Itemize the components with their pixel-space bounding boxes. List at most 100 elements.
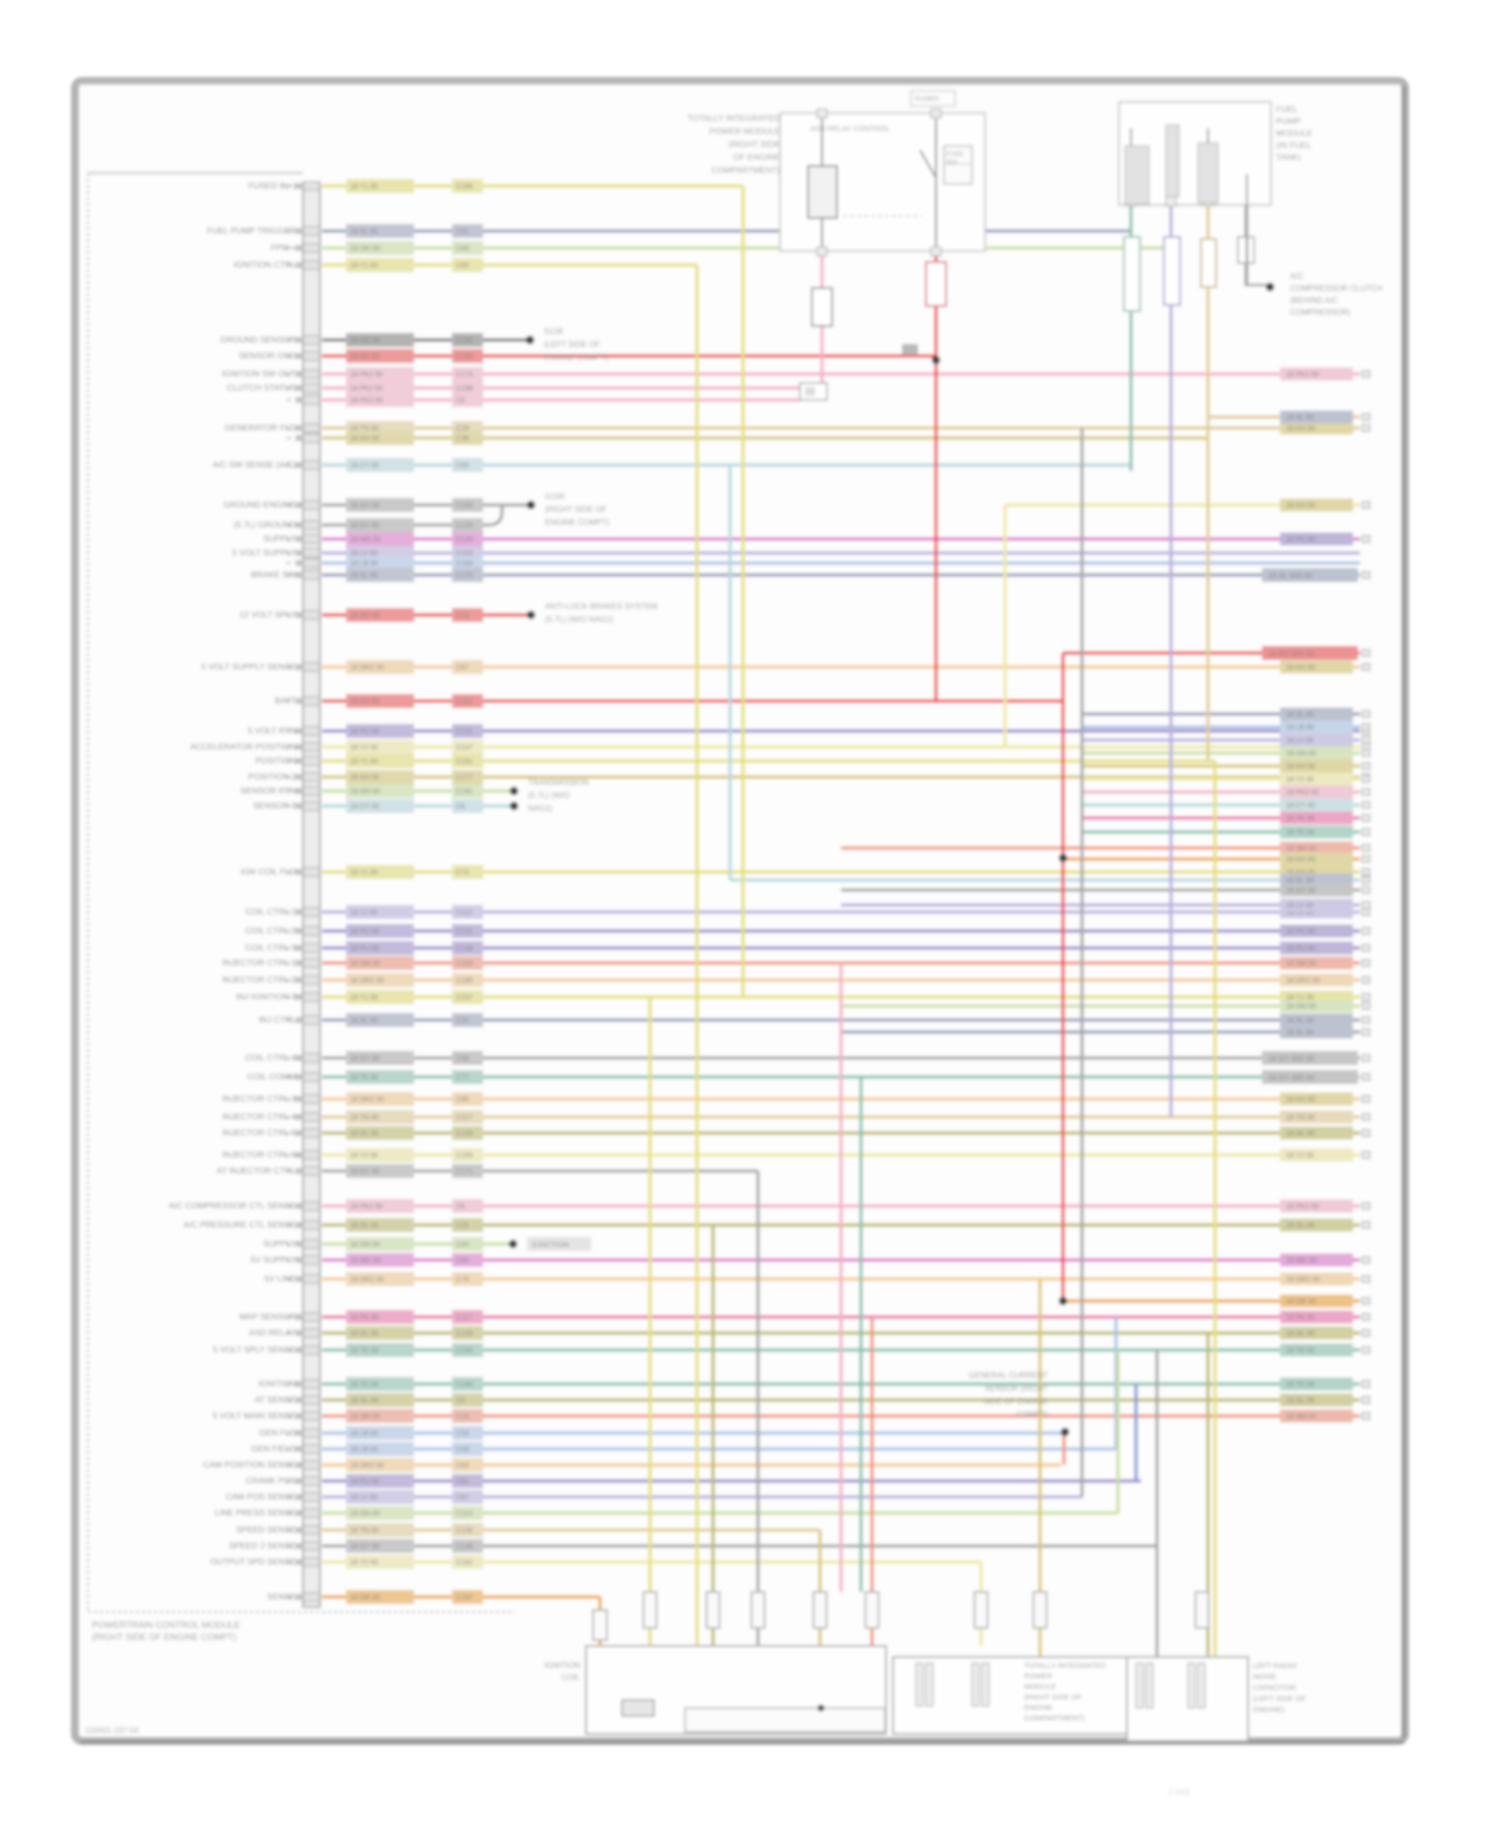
svg-text:18 GY 00: 18 GY 00: [350, 503, 380, 510]
svg-text:COIL CTRL 3: COIL CTRL 3: [245, 943, 296, 953]
svg-text:(LEFT SIDE OF: (LEFT SIDE OF: [1253, 1694, 1306, 1703]
svg-text:18 Y1 00: 18 Y1 00: [350, 263, 378, 270]
svg-text:BATT: BATT: [275, 696, 296, 706]
svg-text:JUNCTION: JUNCTION: [531, 1240, 569, 1249]
svg-text:18 SL 00: 18 SL 00: [350, 1018, 378, 1025]
svg-text:18 OL 00: 18 OL 00: [350, 1223, 379, 1230]
svg-text:18 Y1 00: 18 Y1 00: [350, 184, 378, 191]
svg-text:INJECTOR CTRL 1: INJECTOR CTRL 1: [222, 958, 296, 968]
svg-text:C101: C101: [456, 699, 473, 706]
svg-text:18 GN 00: 18 GN 00: [350, 1242, 380, 1249]
svg-text:18 PK 00: 18 PK 00: [1286, 1315, 1315, 1322]
svg-text:IGN COIL FLD: IGN COIL FLD: [241, 867, 296, 877]
svg-text:18 GN 00: 18 GN 00: [350, 1511, 380, 1518]
svg-text:18 PK 00: 18 PK 00: [1286, 816, 1315, 823]
svg-text:18 OL 00: 18 OL 00: [1286, 1131, 1315, 1138]
svg-text:18 TE 00: 18 TE 00: [350, 1382, 378, 1389]
svg-text:C150: C150: [456, 1348, 473, 1355]
svg-text:GROUND ENGINE: GROUND ENGINE: [223, 500, 296, 510]
svg-text:18 RD 00: 18 RD 00: [350, 613, 380, 620]
svg-text:INJECTOR CTRL 6: INJECTOR CTRL 6: [222, 1150, 296, 1160]
svg-text:18 SL 00: 18 SL 00: [1286, 415, 1314, 422]
svg-text:C131: C131: [456, 729, 473, 736]
svg-text:18 OL 00: 18 OL 00: [1286, 1398, 1315, 1405]
svg-text:(RIGHT SIDE OF: (RIGHT SIDE OF: [545, 505, 607, 514]
svg-text:18 OR2 00: 18 OR2 00: [350, 978, 384, 985]
svg-text:C33: C33: [456, 1431, 469, 1438]
svg-text:(RIGHT SIDE: (RIGHT SIDE: [729, 139, 781, 149]
svg-text:18 PK 00: 18 PK 00: [350, 1315, 379, 1322]
svg-text:18 SM 00: 18 SM 00: [1286, 846, 1316, 853]
svg-text:C77: C77: [456, 1075, 469, 1082]
svg-text:18 DG 00: 18 DG 00: [350, 338, 380, 345]
svg-text:18 TN 00: 18 TN 00: [350, 1115, 379, 1122]
svg-text:C0: C0: [456, 1398, 465, 1405]
svg-text:COIL CTRL 1: COIL CTRL 1: [245, 907, 296, 917]
svg-text:18 OR2 00: 18 OR2 00: [350, 665, 384, 672]
svg-text:18 LB 00: 18 LB 00: [350, 561, 378, 568]
svg-text:18 GN 00: 18 GN 00: [1286, 751, 1316, 758]
svg-text:18 Y1 00: 18 Y1 00: [350, 759, 378, 766]
svg-text:18 TE 00: 18 TE 00: [1286, 1382, 1314, 1389]
svg-text:18 GY 00: 18 GY 00: [350, 1169, 380, 1176]
svg-text:18 KH 00: 18 KH 00: [1286, 665, 1315, 672]
svg-text:(RIGHT SIDE OF ENGINE COMPT): (RIGHT SIDE OF ENGINE COMPT): [92, 1632, 236, 1642]
svg-text:ENGINE): ENGINE): [1253, 1705, 1285, 1714]
svg-text:C113: C113: [456, 1511, 472, 1518]
svg-text:GENERAL CURRENT: GENERAL CURRENT: [969, 1371, 1048, 1380]
svg-text:NOISE: NOISE: [1253, 1672, 1276, 1681]
svg-text:FUSED B(+): FUSED B(+): [249, 181, 297, 191]
svg-text:POWER MODULE: POWER MODULE: [709, 126, 780, 136]
svg-text:18 OR2 00: 18 OR2 00: [350, 1277, 384, 1284]
svg-text:18 SL 00: 18 SL 00: [1286, 1030, 1314, 1037]
svg-text:18 GN 00: 18 GN 00: [350, 789, 380, 796]
svg-text:POSITION: POSITION: [255, 756, 296, 766]
svg-text:C117: C117: [456, 1115, 472, 1122]
svg-text:MAP SENSOR: MAP SENSOR: [239, 1312, 296, 1322]
svg-text:FUSE: FUSE: [946, 151, 964, 158]
svg-text:C130: C130: [456, 1528, 473, 1535]
svg-text:C72: C72: [456, 870, 469, 877]
svg-text:ASD RELAY: ASD RELAY: [249, 1328, 296, 1338]
svg-text:18 SM 00: 18 SM 00: [350, 1414, 380, 1421]
svg-text:C140: C140: [456, 338, 473, 345]
svg-text:18 OR 00: 18 OR 00: [350, 1595, 380, 1602]
svg-text:18 KH 00: 18 KH 00: [1286, 764, 1315, 771]
svg-text:18 TE 00: 18 TE 00: [1286, 1348, 1314, 1355]
svg-text:POWER: POWER: [1024, 1672, 1053, 1681]
svg-text:IGNITION: IGNITION: [258, 1379, 296, 1389]
svg-text:18 OR2 00: 18 OR2 00: [350, 1097, 384, 1104]
svg-text:COIL: COIL: [561, 1673, 580, 1682]
svg-text:SENSOR 2: SENSOR 2: [253, 801, 296, 811]
svg-text:5 VOLT SPLY SENSE: 5 VOLT SPLY SENSE: [213, 1345, 296, 1355]
svg-text:C20: C20: [456, 1018, 469, 1025]
svg-text:C197: C197: [456, 995, 473, 1002]
svg-text:AT INJECTOR CTRL: AT INJECTOR CTRL: [217, 1166, 297, 1176]
svg-text:C188: C188: [456, 386, 473, 393]
svg-text:18 Y2 00: 18 Y2 00: [1286, 777, 1314, 784]
svg-text:18 CY 00: 18 CY 00: [350, 463, 379, 470]
svg-text:C191: C191: [456, 789, 473, 796]
svg-text:5 VOLT SUPPLY SENSE: 5 VOLT SUPPLY SENSE: [201, 662, 296, 672]
svg-text:C197: C197: [456, 1595, 473, 1602]
svg-text:18 Y2 00: 18 Y2 00: [350, 1560, 378, 1567]
svg-text:COMPARTMENT): COMPARTMENT): [711, 165, 780, 175]
svg-text:IGNITION: IGNITION: [544, 1661, 580, 1670]
svg-text:A/C PRESSURE CTL SENSE: A/C PRESSURE CTL SENSE: [183, 1220, 296, 1230]
svg-text:SUPPLY: SUPPLY: [263, 534, 296, 544]
svg-text:SPEED SENSE: SPEED SENSE: [236, 1525, 296, 1535]
svg-text:POWERTRAIN CONTROL MODULE: POWERTRAIN CONTROL MODULE: [92, 1620, 240, 1630]
svg-text:18 RD 00: 18 RD 00: [350, 699, 380, 706]
svg-text:18 MG 00: 18 MG 00: [1286, 1258, 1317, 1265]
svg-text:C6: C6: [456, 804, 465, 811]
svg-text:18 CY 00: 18 CY 00: [1286, 803, 1315, 810]
svg-text:18 OL 00: 18 OL 00: [350, 1331, 379, 1338]
svg-text:C67: C67: [456, 665, 469, 672]
svg-text:(5.7L) (W/O NAG1): (5.7L) (W/O NAG1): [545, 615, 614, 624]
svg-text:18 Y2 00: 18 Y2 00: [350, 1153, 378, 1160]
svg-text:CAM POSITION SENSE: CAM POSITION SENSE: [203, 1460, 296, 1470]
svg-text:18 SM 00: 18 SM 00: [1286, 961, 1316, 968]
svg-text:C48: C48: [456, 246, 469, 253]
svg-text:A/C COMPRESSOR CTL SENSE: A/C COMPRESSOR CTL SENSE: [169, 1201, 297, 1211]
svg-text:18 PU 00: 18 PU 00: [1286, 537, 1315, 544]
